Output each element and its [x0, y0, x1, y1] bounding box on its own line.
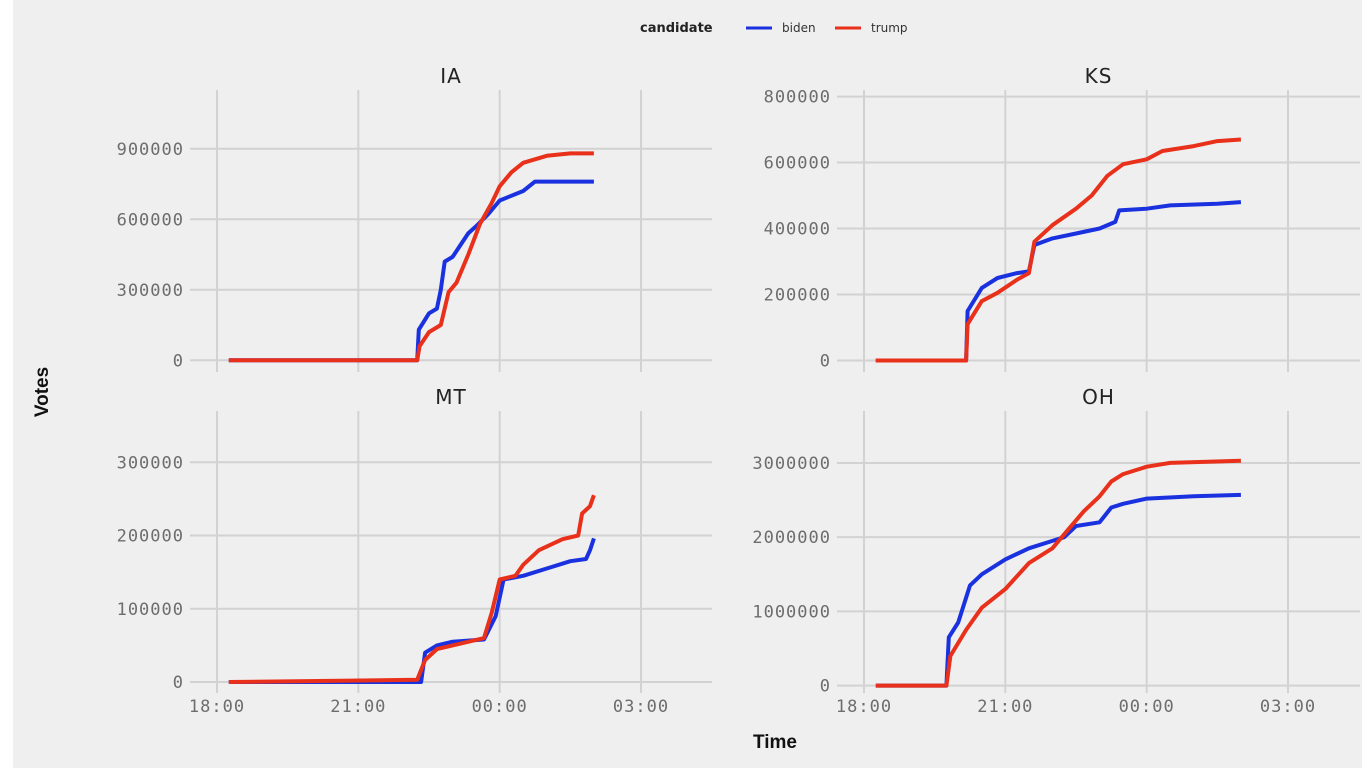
- panel-title: MT: [435, 385, 466, 409]
- y-tick-label: 900000: [117, 140, 184, 160]
- y-axis-title: Votes: [32, 367, 53, 417]
- panel-oh: 0 1000000 2000000 3000000 OH 18:00 21:00 00:00 0…: [752, 385, 1360, 717]
- legend-label-trump: trump: [871, 21, 908, 35]
- y-tick-label: 300000: [117, 281, 184, 301]
- panel-title: OH: [1082, 385, 1115, 409]
- panel-ia: 0 300000 600000 900000 IA: [117, 64, 712, 372]
- x-tick-label: 03:00: [613, 697, 669, 717]
- y-tick-label: 800000: [764, 88, 831, 108]
- panel-mt: 0 100000 200000 300000 MT 18:00 21:00 00:00 03:0…: [117, 385, 712, 717]
- panel-ks: 0 200000 400000 600000 800000 KS: [764, 64, 1360, 372]
- series-line-trump: [228, 494, 596, 684]
- x-tick-label: 18:00: [189, 697, 245, 717]
- legend-label-biden: biden: [782, 21, 816, 35]
- x-tick-label: 00:00: [1119, 697, 1175, 717]
- y-tick-label: 600000: [117, 210, 184, 230]
- y-tick-label: 200000: [764, 285, 831, 305]
- y-tick-label: 0: [173, 351, 184, 371]
- x-tick-label: 00:00: [472, 697, 528, 717]
- x-tick-label: 18:00: [836, 697, 892, 717]
- legend-title: candidate: [640, 21, 713, 36]
- y-tick-label: 600000: [764, 154, 831, 174]
- x-tick-label: 21:00: [977, 697, 1033, 717]
- y-tick-label: 2000000: [752, 528, 831, 548]
- plot-background: [13, 0, 1362, 768]
- series-line-trump: [875, 458, 1241, 688]
- panels: 0 300000 600000 900000 IA 0 200000 400000 600000…: [117, 64, 1360, 717]
- series-line-trump: [875, 137, 1242, 363]
- x-axis-title: Time: [753, 732, 797, 753]
- legend: candidate biden trump: [640, 21, 908, 36]
- panel-title: IA: [440, 64, 462, 88]
- x-tick-label: 03:00: [1260, 697, 1316, 717]
- series-line-biden: [875, 492, 1241, 688]
- y-tick-label: 3000000: [752, 454, 831, 474]
- y-tick-label: 0: [173, 673, 184, 693]
- x-tick-label: 21:00: [330, 697, 386, 717]
- series-line-trump: [228, 151, 594, 363]
- series-line-biden: [875, 200, 1242, 363]
- series-line-biden: [228, 537, 596, 684]
- y-tick-label: 200000: [117, 527, 184, 547]
- panel-title: KS: [1085, 64, 1113, 88]
- y-tick-label: 300000: [117, 453, 184, 473]
- y-tick-label: 1000000: [752, 602, 831, 622]
- y-tick-label: 0: [820, 677, 831, 697]
- y-tick-label: 100000: [117, 600, 184, 620]
- series-line-biden: [228, 179, 594, 363]
- y-tick-label: 0: [820, 351, 831, 371]
- y-tick-label: 400000: [764, 220, 831, 240]
